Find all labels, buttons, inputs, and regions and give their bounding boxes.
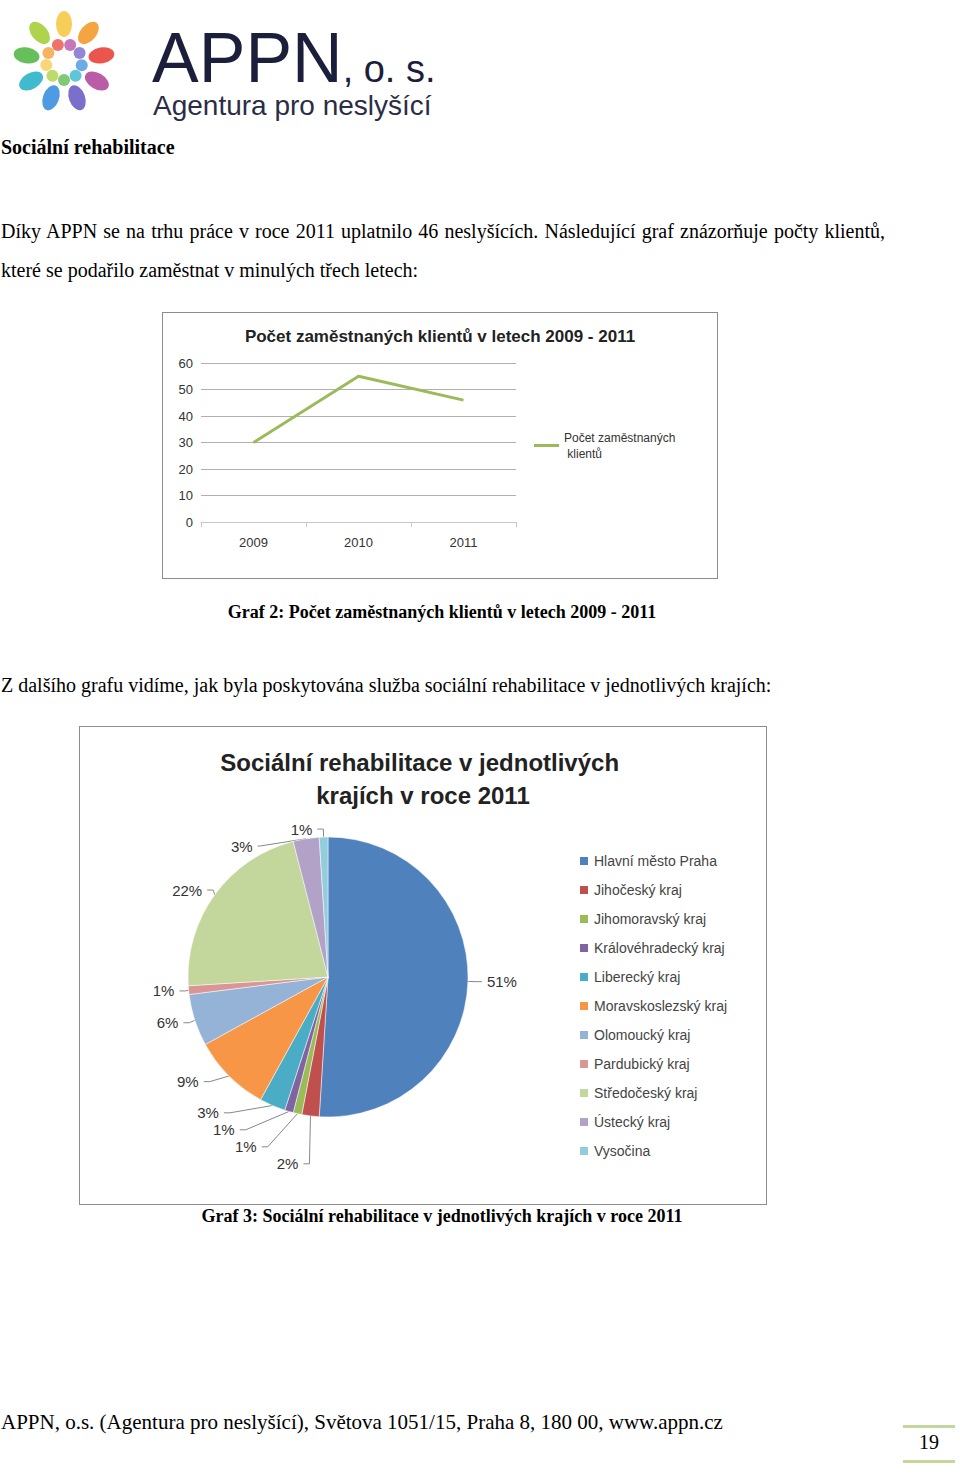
svg-text:Moravskoslezský kraj: Moravskoslezský kraj xyxy=(594,998,727,1014)
svg-text:1%: 1% xyxy=(235,1138,257,1155)
svg-text:10: 10 xyxy=(179,488,193,503)
svg-text:Středočeský kraj: Středočeský kraj xyxy=(594,1085,697,1101)
svg-text:40: 40 xyxy=(179,409,193,424)
svg-text:Jihočeský kraj: Jihočeský kraj xyxy=(594,882,682,898)
svg-text:6%: 6% xyxy=(157,1014,179,1031)
svg-text:0: 0 xyxy=(186,515,193,530)
html-text:APPN, o.s. (Agentura pro nesly: APPN, o.s. (Agentura pro neslyšící), Svě… xyxy=(1,1410,723,1434)
svg-text:3%: 3% xyxy=(231,838,253,855)
svg-text:2%: 2% xyxy=(277,1155,299,1172)
svg-text:20: 20 xyxy=(179,462,193,477)
svg-text:Vysočina: Vysočina xyxy=(594,1143,651,1159)
html-text:Graf 3: Sociální rehabilitace: Graf 3: Sociální rehabilitace v jednotli… xyxy=(201,1206,683,1226)
svg-text:9%: 9% xyxy=(177,1073,199,1090)
svg-text:Počet zaměstnaných klientů v l: Počet zaměstnaných klientů v letech 2009… xyxy=(245,327,635,346)
svg-text:60: 60 xyxy=(179,356,193,371)
svg-text:Pardubický kraj: Pardubický kraj xyxy=(594,1056,690,1072)
svg-text:Sociální rehabilitace v jednot: Sociální rehabilitace v jednotlivých xyxy=(220,749,625,776)
svg-text:Olomoucký kraj: Olomoucký kraj xyxy=(594,1027,690,1043)
svg-text:Agentura pro neslyšící: Agentura pro neslyšící xyxy=(153,90,432,121)
svg-text:Hlavní město Praha: Hlavní město Praha xyxy=(594,853,717,869)
svg-text:Liberecký kraj: Liberecký kraj xyxy=(594,969,680,985)
html-text:Díky APPN se na trhu práce v r: Díky APPN se na trhu práce v roce 2011 u… xyxy=(1,220,885,281)
html-text:Graf 2: Počet zaměstnaných kli: Graf 2: Počet zaměstnaných klientů v let… xyxy=(227,602,657,622)
svg-text:1%: 1% xyxy=(153,982,175,999)
svg-text:50: 50 xyxy=(179,382,193,397)
html-text:Sociální rehabilitace: Sociální rehabilitace xyxy=(1,136,175,158)
svg-text:krajích v roce 2011: krajích v roce 2011 xyxy=(316,782,530,809)
svg-text:Královéhradecký kraj: Královéhradecký kraj xyxy=(594,940,725,956)
svg-text:2011: 2011 xyxy=(450,535,478,550)
svg-text:Jihomoravský kraj: Jihomoravský kraj xyxy=(594,911,706,927)
svg-text:30: 30 xyxy=(179,435,193,450)
svg-text:3%: 3% xyxy=(197,1104,219,1121)
svg-text:Počet zaměstnaných: Počet zaměstnaných xyxy=(564,431,675,445)
svg-text:1%: 1% xyxy=(213,1121,235,1138)
svg-text:2010: 2010 xyxy=(344,535,373,550)
html-text:Z dalšího grafu vidíme, jak by: Z dalšího grafu vidíme, jak byla poskyto… xyxy=(1,674,772,696)
svg-text:2009: 2009 xyxy=(239,535,268,550)
html-text:19: 19 xyxy=(919,1431,939,1453)
svg-text:22%: 22% xyxy=(172,882,202,899)
svg-text:51%: 51% xyxy=(487,973,517,990)
svg-text:APPN, o. s.: APPN, o. s. xyxy=(152,19,436,97)
svg-text:1%: 1% xyxy=(291,821,313,838)
svg-text:klientů: klientů xyxy=(564,447,602,461)
svg-text:Ústecký kraj: Ústecký kraj xyxy=(594,1114,670,1130)
